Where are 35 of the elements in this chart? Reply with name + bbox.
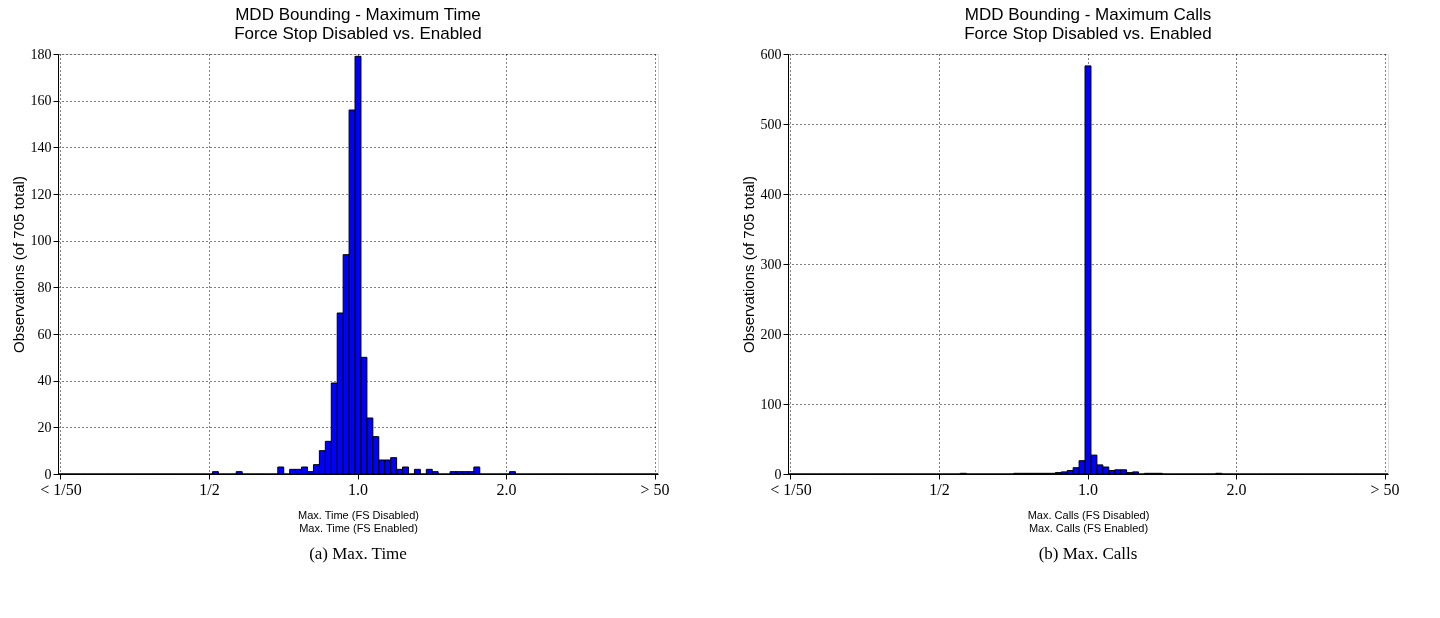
y-tick-label: 20 — [37, 419, 52, 435]
x-tick-label: > 50 — [640, 480, 670, 498]
x-tick-label: > 50 — [1370, 480, 1400, 498]
y-axis-title: Observations (of 705 total) — [739, 176, 757, 353]
y-tick-label: 400 — [760, 186, 782, 202]
y-tick-label: 0 — [44, 466, 52, 482]
y-tick-label: 160 — [30, 93, 52, 109]
x-axis-title: Max. Calls (FS Disabled) Max. Calls (FS Enabled) — [1027, 508, 1150, 534]
y-tick-label: 500 — [760, 116, 782, 132]
y-tick-label: 600 — [760, 46, 782, 62]
y-tick-label: 80 — [37, 279, 52, 295]
y-tick-label: 60 — [37, 326, 52, 342]
y-tick-label: 100 — [30, 233, 52, 249]
x-tick-label: 1.0 — [348, 480, 368, 498]
x-tick-label: 1/2 — [199, 480, 220, 498]
y-axis-title: Observations (of 705 total) — [9, 176, 27, 353]
x-tick-label: 1/2 — [929, 480, 950, 498]
y-tick-label: 0 — [774, 466, 782, 482]
x-tick-label: 2.0 — [496, 480, 517, 498]
x-axis-title: Max. Time (FS Disabled) Max. Time (FS Enabled) — [297, 508, 420, 534]
chart-title: MDD Bounding - Maximum Calls Force Stop Disabled vs. Enabled — [964, 5, 1212, 43]
y-tick-label: 200 — [760, 326, 782, 342]
text: (b) Max. Calls — [1038, 544, 1138, 563]
y-tick-label: 180 — [30, 46, 52, 62]
chart-title: MDD Bounding - Maximum Time Force Stop Disabled vs. Enabled — [234, 5, 482, 43]
y-tick-label: 40 — [37, 373, 52, 389]
y-tick-label: 120 — [30, 186, 52, 202]
text: (a) Max. Time — [309, 544, 407, 563]
y-tick-label: 300 — [760, 256, 782, 272]
x-tick-label: < 1/50 — [770, 480, 812, 498]
x-tick-label: < 1/50 — [40, 480, 82, 498]
x-tick-label: 1.0 — [1078, 480, 1098, 498]
y-tick-label: 140 — [30, 139, 52, 155]
y-tick-label: 100 — [760, 396, 782, 412]
x-tick-label: 2.0 — [1226, 480, 1247, 498]
